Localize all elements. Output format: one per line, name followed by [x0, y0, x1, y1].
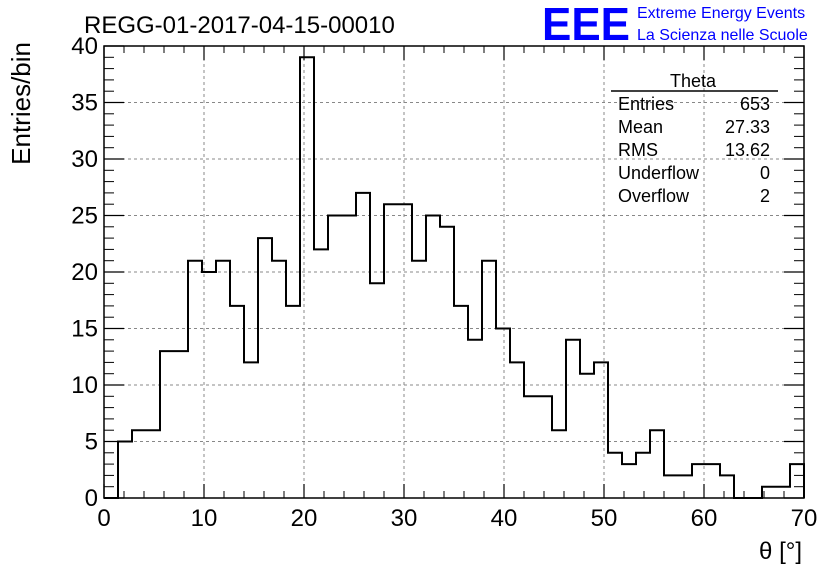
x-tick-label: 10 — [191, 505, 218, 532]
y-tick-label: 30 — [71, 146, 98, 173]
histogram-series — [104, 56, 805, 499]
x-tick-label: 30 — [391, 505, 418, 532]
y-tick-label: 15 — [71, 316, 98, 343]
stats-value-rms: 13.62 — [725, 140, 770, 160]
chart-title: REGG-01-2017-04-15-00010 — [84, 12, 395, 39]
stats-label-rms: RMS — [618, 140, 658, 160]
y-tick-label: 35 — [71, 90, 98, 117]
grid-lines — [104, 46, 804, 498]
x-tick-label: 20 — [291, 505, 318, 532]
eee-logo-mark: EEE — [542, 0, 630, 50]
x-tick-label: 0 — [97, 505, 110, 532]
y-tick-label: 5 — [85, 429, 98, 456]
stats-value-mean: 27.33 — [725, 117, 770, 137]
stats-value-underflow: 0 — [760, 163, 770, 183]
x-tick-label: 60 — [691, 505, 718, 532]
x-axis-label: θ [°] — [759, 538, 802, 565]
stats-label-entries: Entries — [618, 94, 674, 114]
axis-ticks — [103, 45, 805, 499]
stats-box: Theta Entries 653 Mean 27.33 RMS 13.62 U… — [611, 71, 778, 206]
stats-box-title: Theta — [670, 71, 717, 91]
y-tick-label: 40 — [71, 33, 98, 60]
eee-logo-line1: Extreme Energy Events — [637, 5, 805, 22]
y-axis-label: Entries/bin — [6, 42, 36, 165]
stats-label-overflow: Overflow — [618, 186, 690, 206]
x-tick-label: 70 — [791, 505, 818, 532]
x-tick-label: 50 — [591, 505, 618, 532]
stats-label-mean: Mean — [618, 117, 663, 137]
y-tick-label: 10 — [71, 372, 98, 399]
y-tick-label: 25 — [71, 203, 98, 230]
stats-value-entries: 653 — [740, 94, 770, 114]
y-tick-label: 0 — [85, 485, 98, 512]
y-tick-label: 20 — [71, 259, 98, 286]
eee-logo: EEE Extreme Energy Events La Scienza nel… — [542, 0, 808, 50]
stats-value-overflow: 2 — [760, 186, 770, 206]
stats-label-underflow: Underflow — [618, 163, 700, 183]
x-tick-label: 40 — [491, 505, 518, 532]
eee-logo-line2: La Scienza nelle Scuole — [637, 27, 808, 44]
